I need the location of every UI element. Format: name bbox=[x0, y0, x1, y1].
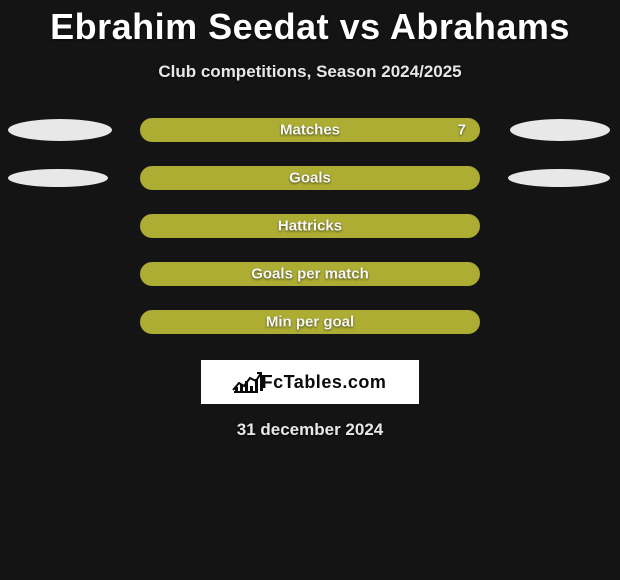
stat-bar: Matches 7 bbox=[140, 118, 480, 142]
stat-bar: Hattricks bbox=[140, 214, 480, 238]
stat-label: Goals bbox=[289, 170, 331, 187]
stat-value-right: 7 bbox=[458, 122, 466, 139]
stat-label: Matches bbox=[280, 122, 340, 139]
left-value-ellipse bbox=[8, 169, 108, 187]
logo-banner: FcTables.com bbox=[201, 360, 419, 404]
right-value-ellipse bbox=[508, 169, 610, 187]
stat-bar: Goals per match bbox=[140, 262, 480, 286]
stat-rows: Matches 7 Goals Hattricks Goals per match Min… bbox=[0, 118, 620, 334]
stat-label: Min per goal bbox=[266, 314, 354, 331]
stat-bar: Min per goal bbox=[140, 310, 480, 334]
page-title: Ebrahim Seedat vs Abrahams bbox=[0, 0, 620, 48]
logo-chart-icon bbox=[234, 371, 258, 393]
stat-row: Goals per match bbox=[0, 262, 620, 286]
stat-bar: Goals bbox=[140, 166, 480, 190]
stat-row: Hattricks bbox=[0, 214, 620, 238]
stat-row: Goals bbox=[0, 166, 620, 190]
stat-row: Min per goal bbox=[0, 310, 620, 334]
footer-date: 31 december 2024 bbox=[0, 420, 620, 440]
logo-text: FcTables.com bbox=[262, 372, 387, 393]
stat-label: Goals per match bbox=[251, 266, 369, 283]
stat-label: Hattricks bbox=[278, 218, 342, 235]
stat-row: Matches 7 bbox=[0, 118, 620, 142]
page-subtitle: Club competitions, Season 2024/2025 bbox=[0, 62, 620, 82]
logo-trend-line bbox=[232, 370, 262, 392]
left-value-ellipse bbox=[8, 119, 112, 141]
right-value-ellipse bbox=[510, 119, 610, 141]
